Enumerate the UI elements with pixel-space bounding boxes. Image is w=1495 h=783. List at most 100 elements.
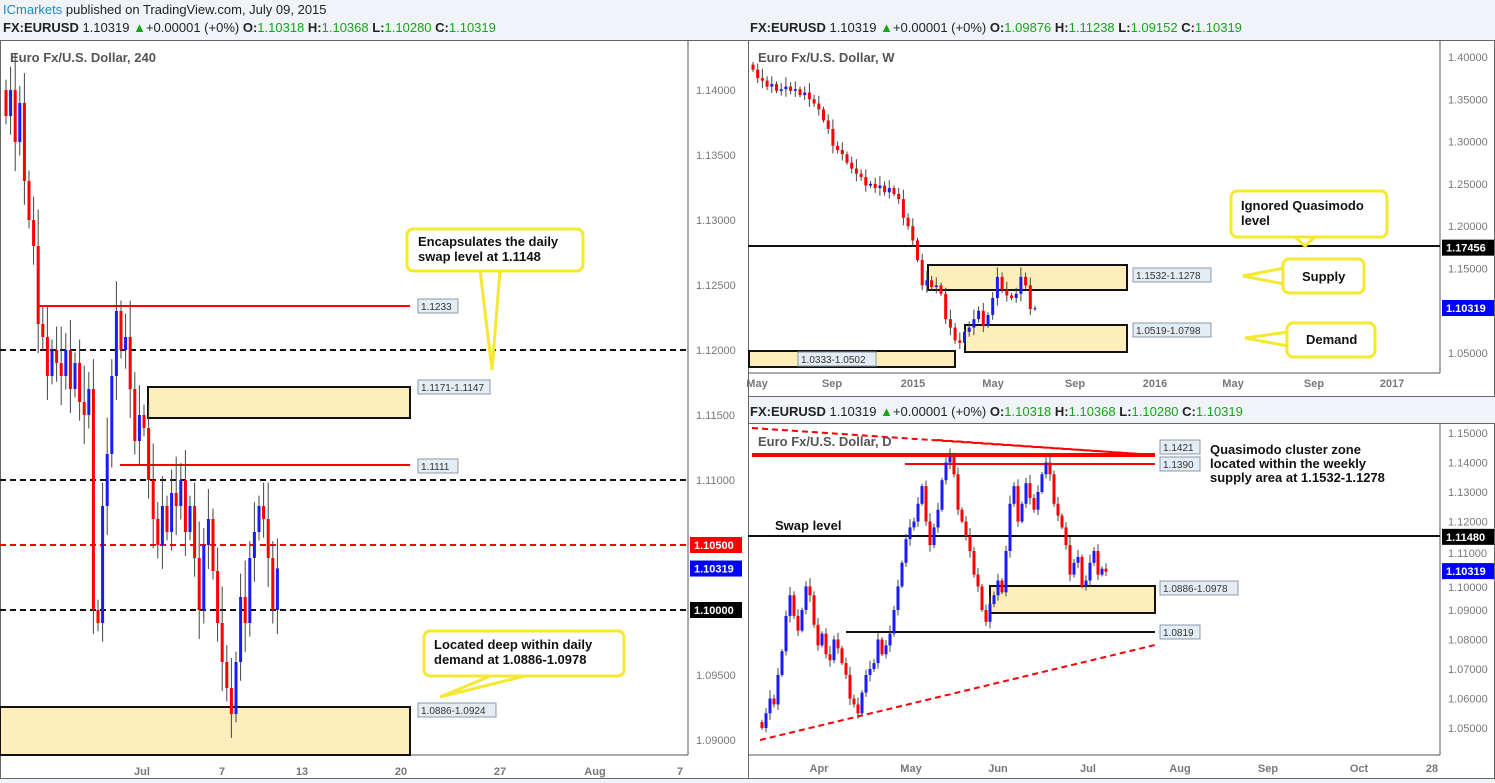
candle-body: [864, 674, 868, 693]
zone-demand-daily: [989, 585, 1156, 614]
candle-body: [45, 337, 49, 376]
candle-body: [916, 240, 919, 260]
candle-body: [798, 89, 802, 96]
open: 1.10318: [1004, 404, 1052, 419]
up-arrow-icon: ▲: [133, 20, 146, 35]
axis-price-label: 1.10319: [1446, 303, 1486, 315]
callout-text: Ignored Quasimodo level: [1241, 198, 1364, 228]
y-tick-label: 1.09000: [1448, 605, 1488, 617]
candle-body: [776, 674, 780, 705]
candle-body: [869, 183, 872, 186]
y-tick-label: 1.05000: [1448, 723, 1488, 735]
zone-label: 1.1171-1.1147: [421, 383, 484, 394]
chart-title: Euro Fx/U.S. Dollar, D: [758, 434, 892, 449]
x-tick-label: Jul: [1080, 763, 1096, 775]
publisher-link[interactable]: ICmarkets: [3, 2, 63, 17]
candle-body: [775, 84, 778, 91]
candle-body: [948, 456, 952, 463]
candle-body: [939, 285, 943, 294]
candle-body: [852, 698, 856, 705]
candle-body: [996, 580, 1000, 596]
axis-price-label: 1.10000: [694, 605, 734, 617]
candle-body: [13, 90, 17, 142]
candle-body: [824, 633, 828, 655]
candle-body: [1060, 515, 1064, 528]
candle-body: [878, 185, 882, 189]
candle-body: [972, 551, 976, 575]
candle-body: [1000, 580, 1004, 593]
candle-body: [980, 586, 984, 610]
candle-body: [137, 415, 141, 441]
candle-body: [151, 480, 155, 519]
x-tick-label: Sep: [822, 378, 842, 390]
candle-body: [873, 183, 877, 189]
y-tick-label: 1.20000: [1448, 221, 1488, 233]
candle-body: [275, 568, 279, 610]
chart-title: Euro Fx/U.S. Dollar, W: [758, 50, 895, 65]
candle-body: [197, 558, 201, 610]
candle-body: [836, 639, 840, 649]
y-tick-label: 1.12000: [1448, 517, 1488, 529]
candle-body: [257, 506, 261, 532]
candle-body: [1019, 276, 1023, 294]
trendline-lower: [759, 644, 1156, 741]
candle-body: [1008, 503, 1012, 551]
x-tick-label: 7: [677, 766, 683, 778]
candle-body: [925, 280, 929, 286]
x-tick-label: May: [982, 378, 1004, 390]
candle-body: [872, 663, 876, 669]
candle-body: [756, 69, 760, 79]
zone-demand-weekly: [964, 324, 1128, 353]
candle-body: [211, 519, 215, 571]
price: 1.10319: [82, 20, 130, 35]
x-tick-label: 2015: [901, 378, 925, 390]
candle-body: [876, 639, 880, 664]
candle-body: [897, 194, 901, 200]
candle-body: [82, 402, 86, 415]
candle-body: [912, 521, 916, 528]
level-label: 1.0819: [1163, 628, 1194, 639]
axis-price-badge: [1442, 239, 1494, 256]
y-tick-label: 1.40000: [1448, 52, 1488, 64]
candle-body: [844, 663, 848, 675]
callout-text: Supply: [1302, 269, 1346, 284]
candle-body: [944, 462, 948, 481]
candle-body: [856, 704, 860, 714]
y-tick-label: 1.30000: [1448, 137, 1488, 149]
swap-level-text: Swap level: [775, 518, 841, 533]
candle-body: [1088, 562, 1092, 581]
axis-price-badge: [1442, 300, 1494, 317]
y-tick-label: 1.10000: [1448, 582, 1488, 594]
candle-body: [1005, 289, 1009, 296]
y-tick-label: 1.09500: [696, 670, 736, 682]
candle-body: [183, 480, 187, 532]
axis-price-label: 1.17456: [1446, 243, 1486, 255]
callout-swap: Encapsulates the daily swap level at 1.11…: [405, 227, 585, 371]
level-label: 1.1111: [421, 462, 450, 473]
callout-text: Demand: [1306, 332, 1357, 347]
candle-body: [1024, 276, 1028, 286]
y-tick-label: 1.05000: [1448, 348, 1488, 360]
price: 1.10319: [829, 20, 877, 35]
candle-body: [1100, 568, 1104, 575]
change: +0.00001 (+0%): [145, 20, 240, 35]
candle-body: [59, 363, 63, 376]
candle-body: [992, 595, 996, 605]
publish-line: ICmarkets published on TradingView.com, …: [3, 2, 327, 17]
candle-body: [840, 648, 844, 664]
y-tick-label: 1.11000: [1448, 548, 1487, 560]
price: 1.10319: [829, 404, 877, 419]
candle-body: [792, 595, 796, 616]
x-tick-label: 20: [395, 766, 407, 778]
candle-body: [784, 86, 788, 90]
level-label: 1.1233: [421, 302, 452, 313]
x-tick-label: Sep: [1065, 378, 1085, 390]
candle-body: [807, 92, 811, 100]
candle-body: [831, 128, 835, 146]
zone-label: 1.0886-1.0978: [1163, 584, 1228, 595]
candle-body: [906, 217, 910, 227]
candle-body: [859, 173, 863, 178]
y-tick-label: 1.25000: [1448, 179, 1488, 191]
candle-body: [27, 181, 31, 220]
